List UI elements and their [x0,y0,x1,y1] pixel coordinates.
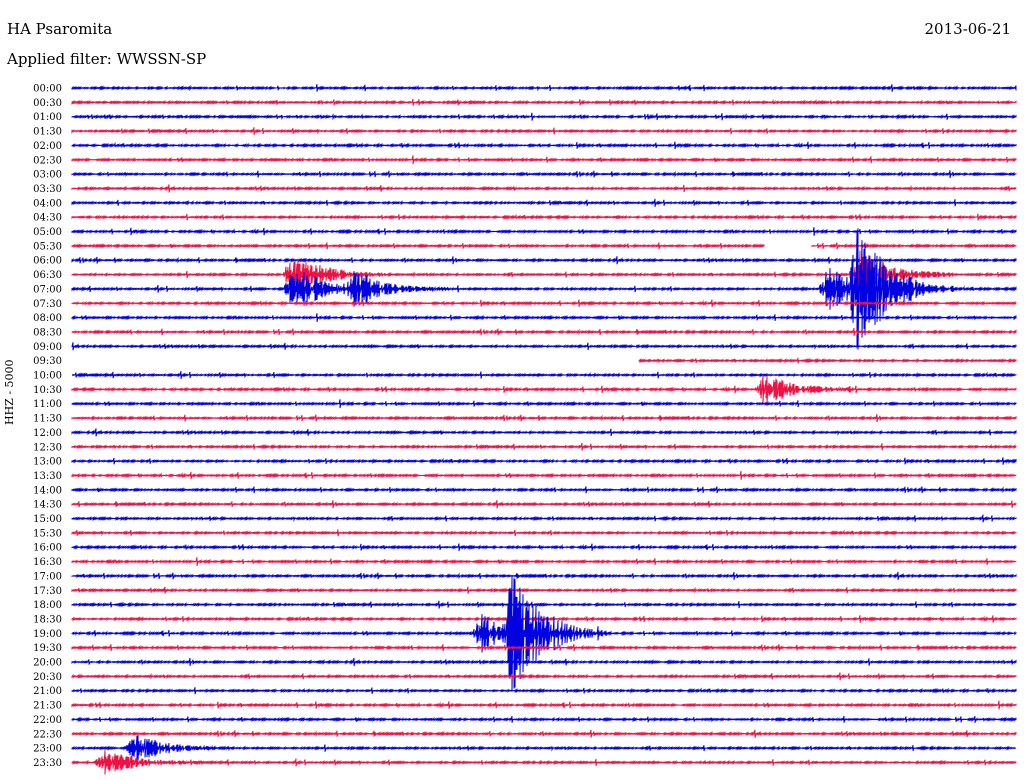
row-time-label: 13:00 [33,457,62,468]
row-time-label: 15:30 [33,528,62,539]
row-time-label: 11:30 [33,414,62,425]
trace-row [71,715,1017,723]
filter-label: Applied filter: WWSSN-SP [7,50,207,68]
trace-row [71,457,1017,465]
trace-row [71,299,1017,308]
row-time-label: 06:30 [33,270,62,281]
trace-row [71,84,1017,92]
row-time-label: 02:00 [33,141,62,152]
trace-row [71,750,1017,775]
row-time-label: 14:30 [33,500,62,511]
trace-row [71,313,1017,322]
trace-row [71,413,1017,423]
row-time-label: 12:00 [33,428,62,439]
trace-row [71,657,1017,667]
row-time-label: 14:00 [33,485,62,496]
row-time-label: 16:00 [33,543,62,554]
trace-row [638,357,1017,364]
row-time-label: 12:30 [33,442,62,453]
trace-row [71,213,1017,221]
trace-row [71,227,1017,236]
trace-row [71,576,1017,691]
trace-row [71,327,1017,337]
trace-row [71,557,1017,566]
trace-row [71,442,1017,451]
trace-row [71,470,1017,480]
row-time-label: 00:30 [33,98,62,109]
trace-row [71,499,1017,509]
trace-row [71,198,1017,207]
row-time-label: 04:00 [33,198,62,209]
row-time-label: 23:30 [33,758,62,769]
trace-row [71,155,1017,165]
trace-row [71,735,1016,762]
row-time-label: 21:30 [33,701,62,712]
trace-row [71,98,1017,106]
row-time-label: 07:00 [33,284,62,295]
row-time-label: 08:30 [33,327,62,338]
trace-row [71,543,1017,552]
row-time-label: 01:00 [33,112,62,123]
row-time-label: 10:30 [33,385,62,396]
trace-row [71,514,1017,523]
row-time-label: 01:30 [33,127,62,138]
row-time-label: 17:00 [33,571,62,582]
trace-row [71,729,1017,738]
date-label: 2013-06-21 [924,20,1011,38]
trace-row [71,600,1017,609]
trace-row [71,486,1017,494]
station-title: HA Psaromita [7,20,113,38]
trace-row [71,370,1017,380]
trace-row [71,586,1017,594]
trace-row [71,571,1017,581]
row-time-label: 04:30 [33,213,62,224]
trace-row [71,242,1017,250]
row-time-label: 08:00 [33,313,62,324]
trace-row [71,672,1017,681]
row-time-label: 09:00 [33,342,62,353]
row-time-label: 20:30 [33,672,62,683]
trace-row [71,170,1017,179]
row-time-label: 00:00 [33,84,62,95]
trace-row [71,644,1017,652]
trace-row [71,228,1017,350]
row-time-label: 02:30 [33,155,62,166]
row-time-label: 11:00 [33,399,62,410]
trace-row [71,246,1017,303]
row-time-label: 10:00 [33,371,62,382]
row-time-label: 15:00 [33,514,62,525]
row-time-label: 18:00 [33,600,62,611]
row-time-label: 19:00 [33,629,62,640]
trace-row [71,127,1017,136]
row-time-label: 13:30 [33,471,62,482]
trace-row [71,141,1017,150]
row-time-label: 05:00 [33,227,62,238]
row-time-label: 20:00 [33,658,62,669]
row-time-label: 16:30 [33,557,62,568]
row-time-label: 07:30 [33,299,62,310]
row-time-label: 18:30 [33,614,62,625]
row-time-label: 03:30 [33,184,62,195]
trace-row [71,342,1017,351]
trace-row [71,428,1017,437]
trace-row [71,256,1017,265]
row-time-label: 19:30 [33,643,62,654]
row-time-label: 03:00 [33,170,62,181]
trace-row [71,375,1017,404]
row-time-label: 23:00 [33,744,62,755]
trace-row [71,700,1017,710]
row-time-label: 22:00 [33,715,62,726]
trace-row [71,399,1017,409]
row-time-label: 05:30 [33,241,62,252]
row-time-label: 17:30 [33,586,62,597]
trace-row [71,529,1017,537]
row-time-label: 21:00 [33,686,62,697]
row-time-label: 06:00 [33,256,62,267]
trace-row [71,184,1017,193]
row-time-label: 09:30 [33,356,62,367]
row-time-label: 22:30 [33,729,62,740]
trace-row [71,112,1017,121]
trace-row [71,687,1017,695]
